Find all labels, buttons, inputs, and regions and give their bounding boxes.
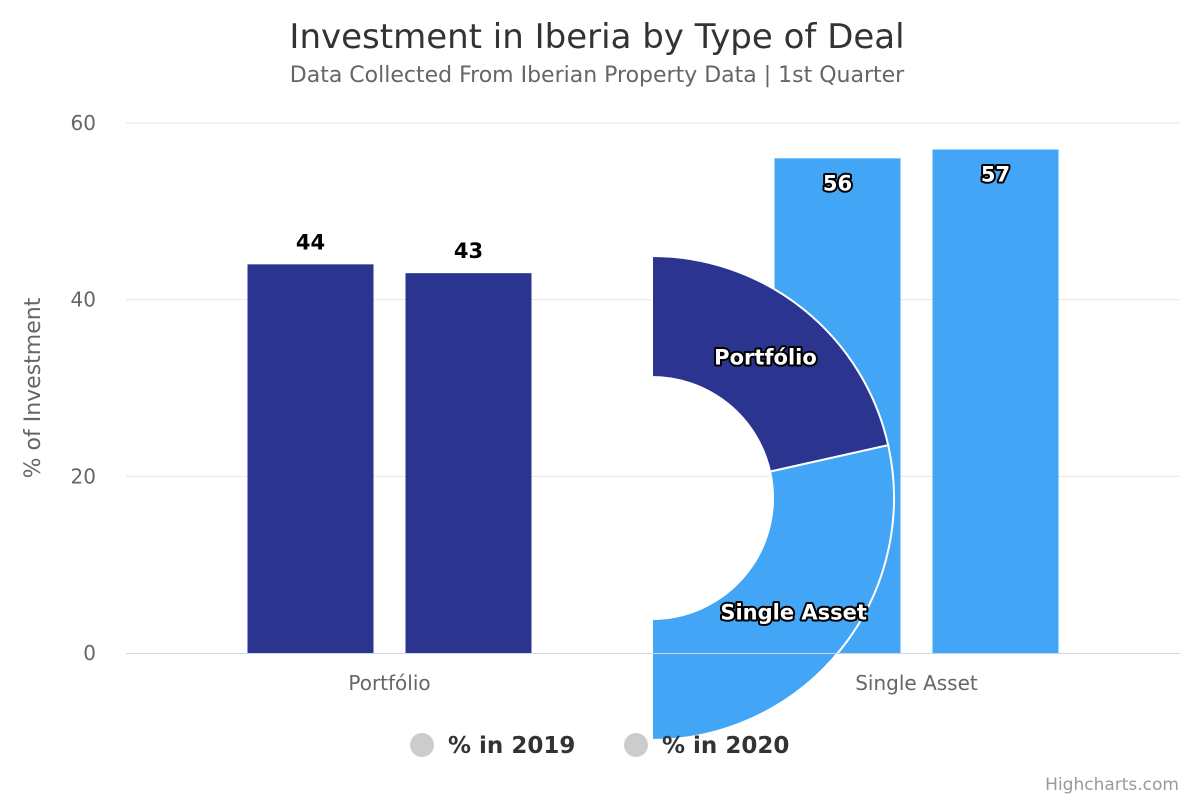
legend[interactable]: % in 2019 % in 2020	[410, 733, 789, 759]
bars	[247, 149, 1059, 654]
chart-title: Investment in Iberia by Type of Deal	[289, 17, 904, 57]
legend-marker	[410, 733, 434, 757]
x-axis-ticks: Portfólio Single Asset	[348, 671, 978, 695]
data-labels: 44 43 56 57 Portfólio Single Asset	[296, 161, 1012, 627]
bar-data-label: 43	[454, 239, 483, 263]
bar[interactable]	[247, 264, 374, 653]
legend-marker	[624, 733, 648, 757]
legend-item[interactable]: % in 2020	[624, 733, 789, 759]
legend-item[interactable]: % in 2019	[410, 733, 575, 759]
pie-slice-label: Portfólio	[714, 345, 817, 369]
y-tick-label: 40	[71, 288, 96, 312]
bar-data-label: 44	[296, 230, 325, 254]
chart-subtitle: Data Collected From Iberian Property Dat…	[290, 63, 905, 88]
y-axis-ticks: 0 20 40 60	[71, 111, 96, 665]
x-tick-label: Single Asset	[855, 671, 978, 695]
bar[interactable]	[405, 273, 532, 653]
pie-slice-label: Single Asset	[720, 600, 867, 624]
y-tick-label: 60	[71, 111, 96, 135]
credits[interactable]: Highcharts.com	[1045, 775, 1179, 795]
bar-data-label: 57	[981, 163, 1010, 187]
y-tick-label: 0	[83, 641, 96, 665]
pie-slice[interactable]	[651, 444, 895, 742]
pie-slice[interactable]	[651, 254, 890, 473]
semi-pie	[651, 254, 895, 742]
legend-label: % in 2019	[448, 733, 575, 759]
legend-label: % in 2020	[662, 733, 789, 759]
y-tick-label: 20	[71, 464, 96, 488]
y-axis-label: % of Investment	[21, 297, 46, 478]
bar-data-label: 56	[823, 171, 852, 195]
bar[interactable]	[932, 149, 1059, 654]
x-tick-label: Portfólio	[348, 671, 430, 695]
